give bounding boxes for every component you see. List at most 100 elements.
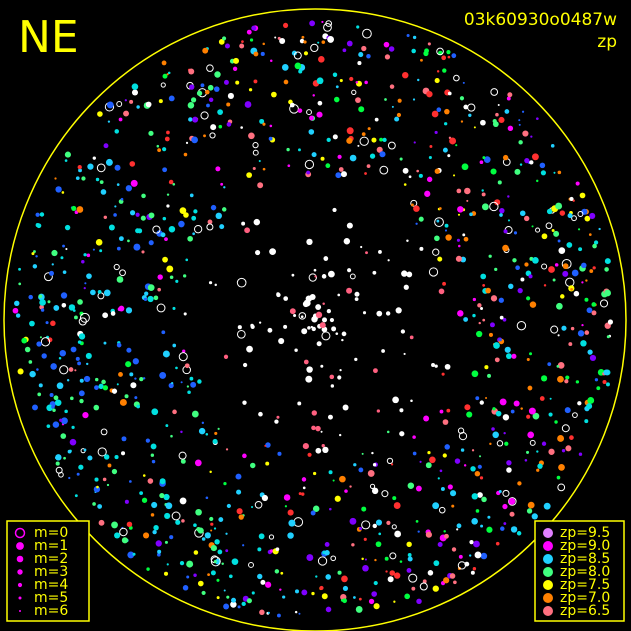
star (406, 239, 409, 242)
star (386, 520, 391, 525)
star (185, 258, 189, 262)
star (277, 613, 281, 618)
star (288, 519, 296, 527)
star (341, 338, 344, 342)
star (436, 70, 440, 73)
star (335, 332, 339, 336)
star (297, 108, 303, 113)
star (130, 382, 137, 389)
star (151, 459, 156, 464)
star (187, 235, 193, 242)
star (346, 137, 353, 144)
magnitude-label: m=6 (34, 603, 68, 619)
star (186, 385, 190, 388)
star (499, 207, 505, 214)
star (294, 348, 298, 352)
star (433, 560, 440, 567)
star (581, 262, 587, 269)
star (598, 227, 601, 231)
star (389, 84, 395, 89)
star (411, 48, 416, 54)
star (394, 530, 402, 538)
star (449, 137, 457, 145)
star (309, 115, 315, 121)
star (232, 66, 238, 71)
star (504, 346, 511, 353)
star (321, 331, 331, 341)
star (364, 80, 368, 85)
star (579, 192, 586, 199)
star (540, 375, 548, 382)
star (443, 530, 446, 533)
star (156, 144, 160, 148)
star (488, 254, 492, 258)
star (546, 208, 553, 215)
star (39, 304, 44, 310)
star (210, 556, 221, 567)
star (217, 109, 224, 116)
star (330, 384, 335, 388)
magnitude-marker (16, 555, 24, 563)
star (86, 362, 89, 366)
star (213, 527, 217, 530)
star (159, 371, 167, 379)
star (378, 250, 382, 254)
star (407, 556, 413, 562)
star (518, 119, 521, 122)
star (75, 356, 80, 361)
star (495, 541, 500, 546)
star (258, 321, 262, 324)
star (562, 270, 569, 277)
star (312, 505, 320, 513)
star (589, 354, 597, 362)
star (62, 270, 67, 274)
star (210, 529, 213, 532)
star (172, 306, 176, 310)
star (166, 204, 170, 208)
star (116, 101, 123, 107)
star (504, 441, 509, 446)
star (225, 448, 229, 451)
star (64, 224, 71, 231)
star (45, 321, 49, 325)
star (218, 39, 225, 45)
star (236, 277, 247, 288)
star (549, 397, 552, 400)
star (390, 463, 394, 466)
star (349, 76, 354, 82)
star (183, 152, 188, 157)
star (527, 501, 535, 509)
star (526, 296, 531, 301)
star (361, 506, 367, 512)
star (577, 330, 585, 337)
star (159, 478, 166, 485)
star (228, 574, 233, 579)
star (341, 575, 348, 583)
star (111, 521, 118, 529)
star (388, 46, 395, 52)
star (441, 372, 445, 376)
star (144, 291, 149, 296)
star (77, 299, 83, 305)
star (502, 244, 509, 252)
star (208, 281, 213, 285)
star (492, 407, 496, 411)
star (113, 263, 120, 271)
star (344, 489, 348, 493)
star (244, 227, 251, 234)
magnitude-label: m=4 (34, 577, 68, 593)
star (18, 282, 22, 286)
star (223, 589, 226, 592)
star (251, 591, 255, 595)
star (575, 380, 580, 384)
star (444, 108, 450, 115)
star (326, 137, 331, 143)
star (502, 489, 510, 497)
star (166, 73, 169, 76)
star (179, 560, 185, 566)
star (83, 448, 87, 452)
zp-label: zp=6.5 (560, 603, 610, 619)
star (391, 524, 397, 530)
star (87, 163, 94, 170)
